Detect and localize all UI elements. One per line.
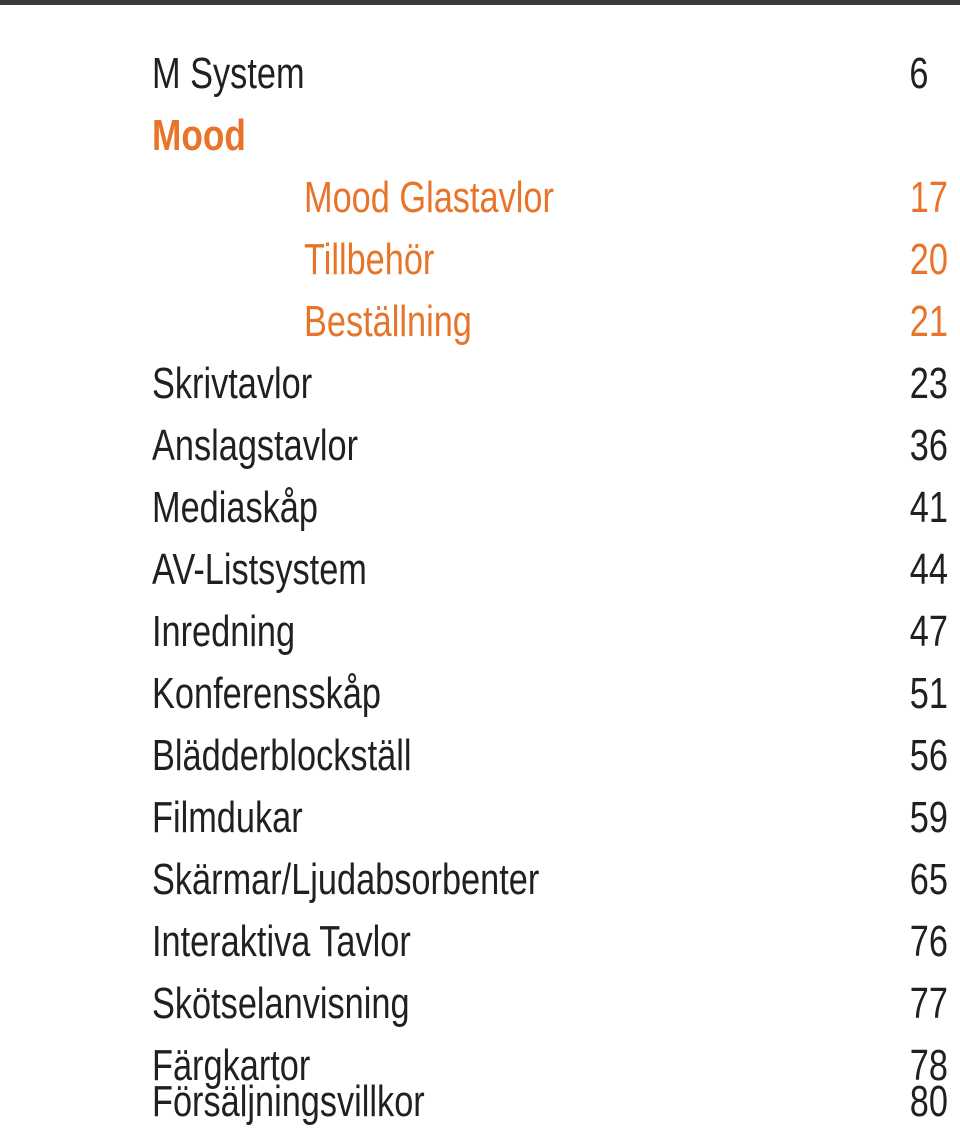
toc-entry-page: 36 [909,421,948,470]
toc-entry-skrivtavlor[interactable]: Skrivtavlor 23 [0,354,960,416]
toc-entry-page: 65 [909,855,948,904]
top-rule [0,0,960,5]
toc-entry-page: 77 [909,979,948,1028]
toc-entry-page: 56 [909,731,948,780]
toc-entry-inredning[interactable]: Inredning 47 [0,602,960,664]
toc-entry-label: Inredning [152,607,296,656]
toc-entry-mediaskap[interactable]: Mediaskåp 41 [0,478,960,540]
toc-entry-label: Mood Glastavlor [304,173,554,222]
toc-entry-skotselanvisning[interactable]: Skötselanvisning 77 [0,974,960,1036]
toc-entry-filmdukar[interactable]: Filmdukar 59 [0,788,960,850]
toc-entry-label: Färgkartor [152,1041,311,1090]
toc-entry-page: 17 [909,173,948,222]
toc-entry-label: Anslagstavlor [152,421,359,470]
toc-entry-skarmar-ljudabsorbenter[interactable]: Skärmar/Ljudabsorbenter 65 [0,850,960,912]
toc-entry-tillbehor[interactable]: Tillbehör 20 [0,230,960,292]
toc-entry-page: 23 [909,359,948,408]
toc-entry-m-system[interactable]: M System 6 [0,44,960,106]
toc-entry-label: AV-Listsystem [152,545,367,594]
toc-entry-label: Skötselanvisning [152,979,410,1028]
toc-entry-interaktiva-tavlor[interactable]: Interaktiva Tavlor 76 [0,912,960,974]
toc-entry-av-listsystem[interactable]: AV-Listsystem 44 [0,540,960,602]
toc-entry-label: Interaktiva Tavlor [152,917,411,966]
toc-entry-anslagstavlor[interactable]: Anslagstavlor 36 [0,416,960,478]
toc-entry-label: Blädderblockställ [152,731,412,780]
toc-entry-page: 76 [909,917,948,966]
toc-entry-page: 59 [909,793,948,842]
toc-entry-label: Beställning [304,297,472,346]
toc-entry-label: Försäljningsvillkor [152,1077,425,1126]
toc-entry-page: 20 [909,235,948,284]
toc-entry-bestallning[interactable]: Beställning 21 [0,292,960,354]
toc-entry-page: 80 [909,1077,948,1126]
toc-entry-page: 41 [909,483,948,532]
toc-entry-page: 47 [909,607,948,656]
toc-entry-page: 51 [909,669,948,718]
toc-entry-label: Skrivtavlor [152,359,313,408]
toc-entry-label: Konferensskåp [152,669,381,718]
toc-entry-label: Filmdukar [152,793,303,842]
toc-entry-label: Skärmar/Ljudabsorbenter [152,855,540,904]
toc-entry-page: 21 [909,297,948,346]
toc-entry-mood-glastavlor[interactable]: Mood Glastavlor 17 [0,168,960,230]
toc-entry-page: 6 [908,49,928,98]
toc-entry-label: Tillbehör [304,235,435,284]
toc-section-mood[interactable]: Mood [0,106,960,168]
toc-entry-label: Mediaskåp [152,483,318,532]
toc-entry-label: M System [152,49,305,98]
toc-entry-konferensskap[interactable]: Konferensskåp 51 [0,664,960,726]
toc-entry-bladderblockstall[interactable]: Blädderblockställ 56 [0,726,960,788]
toc-entry-page: 78 [909,1041,948,1090]
toc-section-heading: Mood [152,111,246,160]
toc-entry-forsaljningsvillkor[interactable]: Försäljningsvillkor 80 [0,1072,960,1134]
toc-entry-fargkartor[interactable]: Färgkartor 78 [0,1036,960,1098]
toc-entry-page: 44 [909,545,948,594]
